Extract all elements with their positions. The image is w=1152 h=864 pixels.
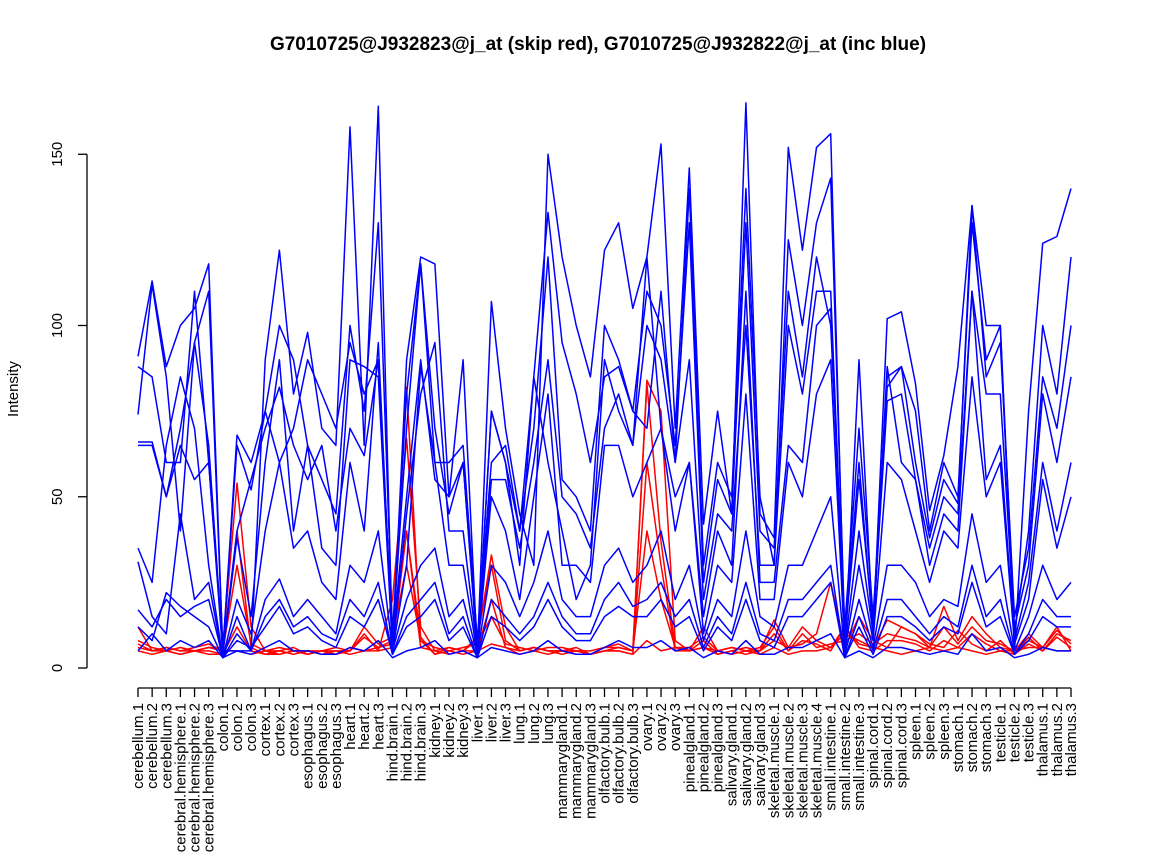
x-tick-label: cortex.3 xyxy=(286,703,303,756)
series-line-red-1 xyxy=(137,379,1072,656)
series-line-blue-6 xyxy=(137,177,1072,652)
x-tick-label: cerebral.hemisphere.2 xyxy=(187,703,204,852)
x-tick-label: liver.3 xyxy=(498,703,515,742)
x-tick-label: thalamus.1 xyxy=(1035,703,1052,776)
x-tick-label: thalamus.3 xyxy=(1063,703,1080,776)
x-tick-label: kidney.1 xyxy=(427,703,444,758)
x-tick-label: testicle.1 xyxy=(992,703,1009,762)
series-line-blue-14 xyxy=(137,633,1071,659)
y-axis-label: Intensity xyxy=(5,361,22,417)
y-tick-label: 0 xyxy=(49,664,66,672)
plot-lines xyxy=(137,102,1072,659)
x-tick-label: mammarygland.3 xyxy=(582,703,599,819)
x-tick-label: liver.1 xyxy=(469,703,486,742)
x-tick-label: pinealgland.3 xyxy=(710,703,727,792)
x-tick-label: hind.brain.3 xyxy=(413,703,430,781)
y-tick-label: 100 xyxy=(49,313,66,338)
x-tick-label: esophagus.3 xyxy=(328,703,345,789)
x-tick-label: thalamus.2 xyxy=(1049,703,1066,776)
x-tick-label: lung.1 xyxy=(512,703,529,744)
x-tick-label: small.intestine.2 xyxy=(837,703,854,811)
x-tick-label: stomach.2 xyxy=(964,703,981,772)
x-tick-label: mammarygland.1 xyxy=(554,703,571,819)
x-tick-label: ovary.1 xyxy=(639,703,656,751)
x-tick-label: skeletal.muscle.1 xyxy=(766,703,783,818)
y-tick-label: 150 xyxy=(49,142,66,167)
x-tick-label: stomach.1 xyxy=(950,703,967,772)
x-tick-label: mammarygland.2 xyxy=(568,703,585,819)
series-line-red-4 xyxy=(137,530,1072,656)
chart-title: G7010725@J932823@j_at (skip red), G70107… xyxy=(270,34,926,55)
x-tick-label: salivary.gland.3 xyxy=(752,703,769,806)
x-tick-label: kidney.2 xyxy=(441,703,458,758)
x-tick-label: hind.brain.2 xyxy=(399,703,416,781)
y-axis: 0 50 100 150 xyxy=(49,142,88,672)
series-line-red-0 xyxy=(137,530,1071,656)
x-tick-label: olfactory.bulb.2 xyxy=(611,703,628,804)
x-tick-label: skeletal.muscle.3 xyxy=(794,703,811,818)
x-tick-label: skeletal.muscle.2 xyxy=(780,703,797,818)
x-tick-label: ovary.2 xyxy=(653,703,670,751)
y-tick-label: 50 xyxy=(49,488,66,505)
series-line-blue-13 xyxy=(137,581,1071,659)
x-tick-label: testicle.3 xyxy=(1021,703,1038,762)
x-tick-label: cerebellum.2 xyxy=(144,703,161,789)
x-tick-label: colon.2 xyxy=(229,703,246,751)
x-tick-label: cerebellum.1 xyxy=(130,703,147,789)
x-tick-label: heart.1 xyxy=(342,703,359,750)
x-tick-label: lung.3 xyxy=(540,703,557,744)
x-tick-label: testicle.2 xyxy=(1006,703,1023,762)
x-tick-label: heart.2 xyxy=(356,703,373,750)
x-tick-label: esophagus.1 xyxy=(300,703,317,789)
x-tick-label: heart.3 xyxy=(370,703,387,750)
x-tick-label: olfactory.bulb.1 xyxy=(597,703,614,804)
x-tick-label: ovary.3 xyxy=(667,703,684,751)
x-tick-label: salivary.gland.1 xyxy=(724,703,741,806)
x-tick-label: spleen.2 xyxy=(922,703,939,760)
x-axis: cerebellum.1cerebellum.2cerebellum.3cere… xyxy=(130,687,1080,852)
x-tick-label: liver.2 xyxy=(483,703,500,742)
x-tick-label: spleen.1 xyxy=(908,703,925,760)
x-tick-label: esophagus.2 xyxy=(314,703,331,789)
x-tick-label: hind.brain.1 xyxy=(384,703,401,781)
x-tick-label: cerebral.hemisphere.1 xyxy=(172,703,189,852)
x-tick-label: spinal.cord.1 xyxy=(865,703,882,788)
x-tick-label: small.intestine.1 xyxy=(823,703,840,811)
x-tick-label: spleen.3 xyxy=(936,703,953,760)
x-tick-label: spinal.cord.2 xyxy=(879,703,896,788)
x-tick-label: cortex.2 xyxy=(271,703,288,756)
series-line-blue-5 xyxy=(137,102,1072,656)
x-tick-label: small.intestine.3 xyxy=(851,703,868,811)
x-tick-label: pinealgland.2 xyxy=(695,703,712,792)
x-tick-label: cerebral.hemisphere.3 xyxy=(201,703,218,852)
series-line-blue-10 xyxy=(137,341,1072,659)
x-tick-label: olfactory.bulb.3 xyxy=(625,703,642,804)
series-line-blue-9 xyxy=(137,256,1072,656)
series-line-blue-7 xyxy=(138,204,1072,652)
series-line-blue-12 xyxy=(137,564,1071,659)
x-tick-label: spinal.cord.3 xyxy=(893,703,910,788)
x-tick-label: salivary.gland.2 xyxy=(738,703,755,806)
x-tick-label: stomach.3 xyxy=(978,703,995,772)
x-tick-label: cortex.1 xyxy=(257,703,274,756)
x-tick-label: pinealgland.1 xyxy=(681,703,698,792)
x-tick-label: kidney.3 xyxy=(455,703,472,758)
x-tick-label: cerebellum.3 xyxy=(158,703,175,789)
x-tick-label: lung.2 xyxy=(526,703,543,744)
x-tick-label: skeletal.muscle.4 xyxy=(809,703,826,818)
x-tick-label: colon.1 xyxy=(215,703,232,751)
series-line-blue-11 xyxy=(137,496,1072,659)
x-tick-label: colon.3 xyxy=(243,703,260,751)
